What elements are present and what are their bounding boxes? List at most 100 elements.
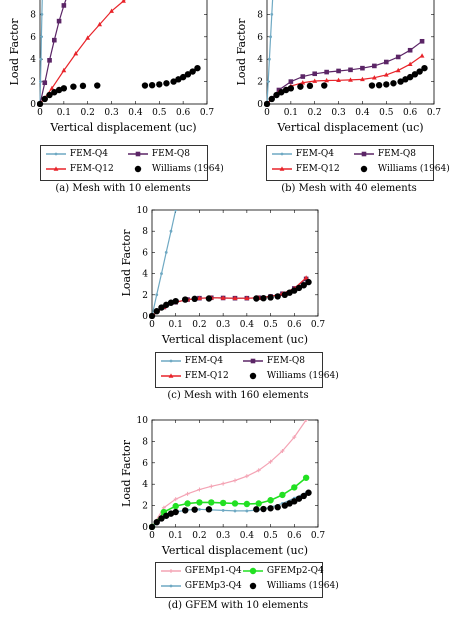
series-williams-1964-	[37, 64, 201, 107]
data-point	[253, 506, 260, 513]
data-point	[208, 499, 215, 506]
data-point	[79, 82, 87, 90]
x-tick-label: 0	[264, 108, 270, 118]
y-tick-label: 6	[257, 33, 263, 43]
data-point	[407, 47, 413, 53]
data-point	[395, 67, 401, 73]
data-point	[267, 497, 274, 504]
plot-frame	[266, 0, 435, 105]
legend-item: FEM-Q4	[271, 149, 334, 160]
data-point	[360, 65, 365, 71]
data-point	[182, 507, 189, 514]
x-tick-label: 0.3	[216, 531, 231, 541]
legend-item: Williams (1964)	[127, 164, 224, 175]
data-point	[383, 81, 390, 88]
data-point	[266, 80, 270, 83]
data-point	[169, 229, 173, 233]
data-point	[244, 474, 249, 479]
data-point	[70, 83, 77, 90]
x-tick-label: 0.5	[152, 108, 167, 118]
y-tick-label: 2	[142, 291, 148, 301]
x-tick-label: 0	[149, 320, 155, 330]
legend-item: FEM-Q12	[271, 164, 340, 175]
x-axis-label: Vertical displacement (uc)	[49, 121, 196, 134]
data-point	[164, 251, 168, 254]
legend-marker	[249, 567, 257, 575]
data-point	[270, 13, 274, 16]
data-point	[302, 474, 310, 481]
legend-marker	[168, 373, 174, 378]
data-point	[419, 38, 425, 44]
x-tick-label: 0.7	[200, 108, 215, 118]
legend: FEM-Q4 FEM-Q8 FEM-Q12 Williams (1964)	[40, 145, 224, 181]
series-line	[266, 55, 423, 105]
y-tick-label: 10	[137, 416, 149, 426]
data-point	[197, 487, 202, 492]
data-point	[411, 71, 419, 78]
data-point	[42, 80, 48, 86]
legend: FEM-Q4 FEM-Q8 FEM-Q12 Williams (1964)	[266, 145, 450, 181]
legend-label: FEM-Q8	[375, 149, 417, 159]
legend-item: Williams (1964)	[242, 581, 339, 592]
subfigure-caption: (d) GFEM with 10 elements	[167, 600, 309, 611]
data-point	[158, 304, 165, 311]
legend-swatch	[161, 359, 181, 363]
data-point	[47, 58, 52, 63]
y-tick-label: 4	[257, 55, 263, 65]
data-point	[61, 3, 67, 8]
data-point	[40, 13, 44, 16]
data-point	[267, 294, 274, 301]
series-gfemp2-q4	[149, 474, 310, 530]
legend-item: Williams (1964)	[242, 371, 339, 382]
legend-label: FEM-Q12	[182, 371, 229, 381]
data-point	[153, 518, 160, 526]
y-axis-label: Load Factor	[235, 18, 248, 86]
y-tick-label: 8	[257, 10, 263, 20]
legend-item: GFEMp2-Q4	[242, 566, 324, 577]
data-point	[305, 489, 312, 496]
data-point	[197, 295, 202, 300]
data-point	[160, 272, 163, 275]
data-point	[56, 18, 62, 24]
data-point	[268, 95, 275, 103]
data-point	[220, 295, 226, 300]
data-point	[189, 68, 196, 75]
data-point	[172, 297, 179, 305]
data-point	[121, 0, 126, 3]
data-point	[336, 77, 341, 83]
data-point	[287, 85, 295, 92]
data-point	[245, 509, 249, 513]
legend-item: GFEMp3-Q4	[160, 581, 242, 592]
data-point	[419, 53, 425, 58]
y-tick-label: 2	[30, 78, 36, 88]
data-point	[39, 80, 42, 83]
x-tick-label: 0.5	[379, 108, 394, 118]
legend-swatch	[46, 152, 66, 156]
legend-item: FEM-Q4	[160, 356, 223, 367]
series-line	[39, 0, 43, 105]
data-point	[253, 295, 260, 302]
x-tick-label: 0.1	[169, 531, 183, 541]
legend-marker	[360, 165, 368, 173]
data-point	[256, 468, 261, 473]
legend-marker	[134, 165, 142, 173]
y-tick-label: 4	[30, 55, 36, 65]
x-tick-label: 0.4	[355, 108, 370, 118]
plot-frame	[39, 0, 208, 105]
data-point	[260, 294, 267, 302]
x-tick-label: 0.7	[311, 531, 326, 541]
x-tick-label: 0.1	[284, 108, 298, 118]
legend-marker	[249, 582, 257, 590]
data-point	[416, 68, 423, 75]
x-tick-label: 0.2	[192, 531, 206, 541]
subfigure-caption: (a) Mesh with 10 elements	[55, 183, 191, 194]
data-point	[264, 100, 271, 107]
data-point	[94, 82, 101, 89]
data-point	[196, 499, 203, 506]
data-point	[279, 491, 286, 499]
data-point	[163, 80, 170, 87]
y-tick-label: 0	[257, 100, 263, 110]
data-point	[156, 81, 163, 88]
series-line	[151, 210, 177, 317]
